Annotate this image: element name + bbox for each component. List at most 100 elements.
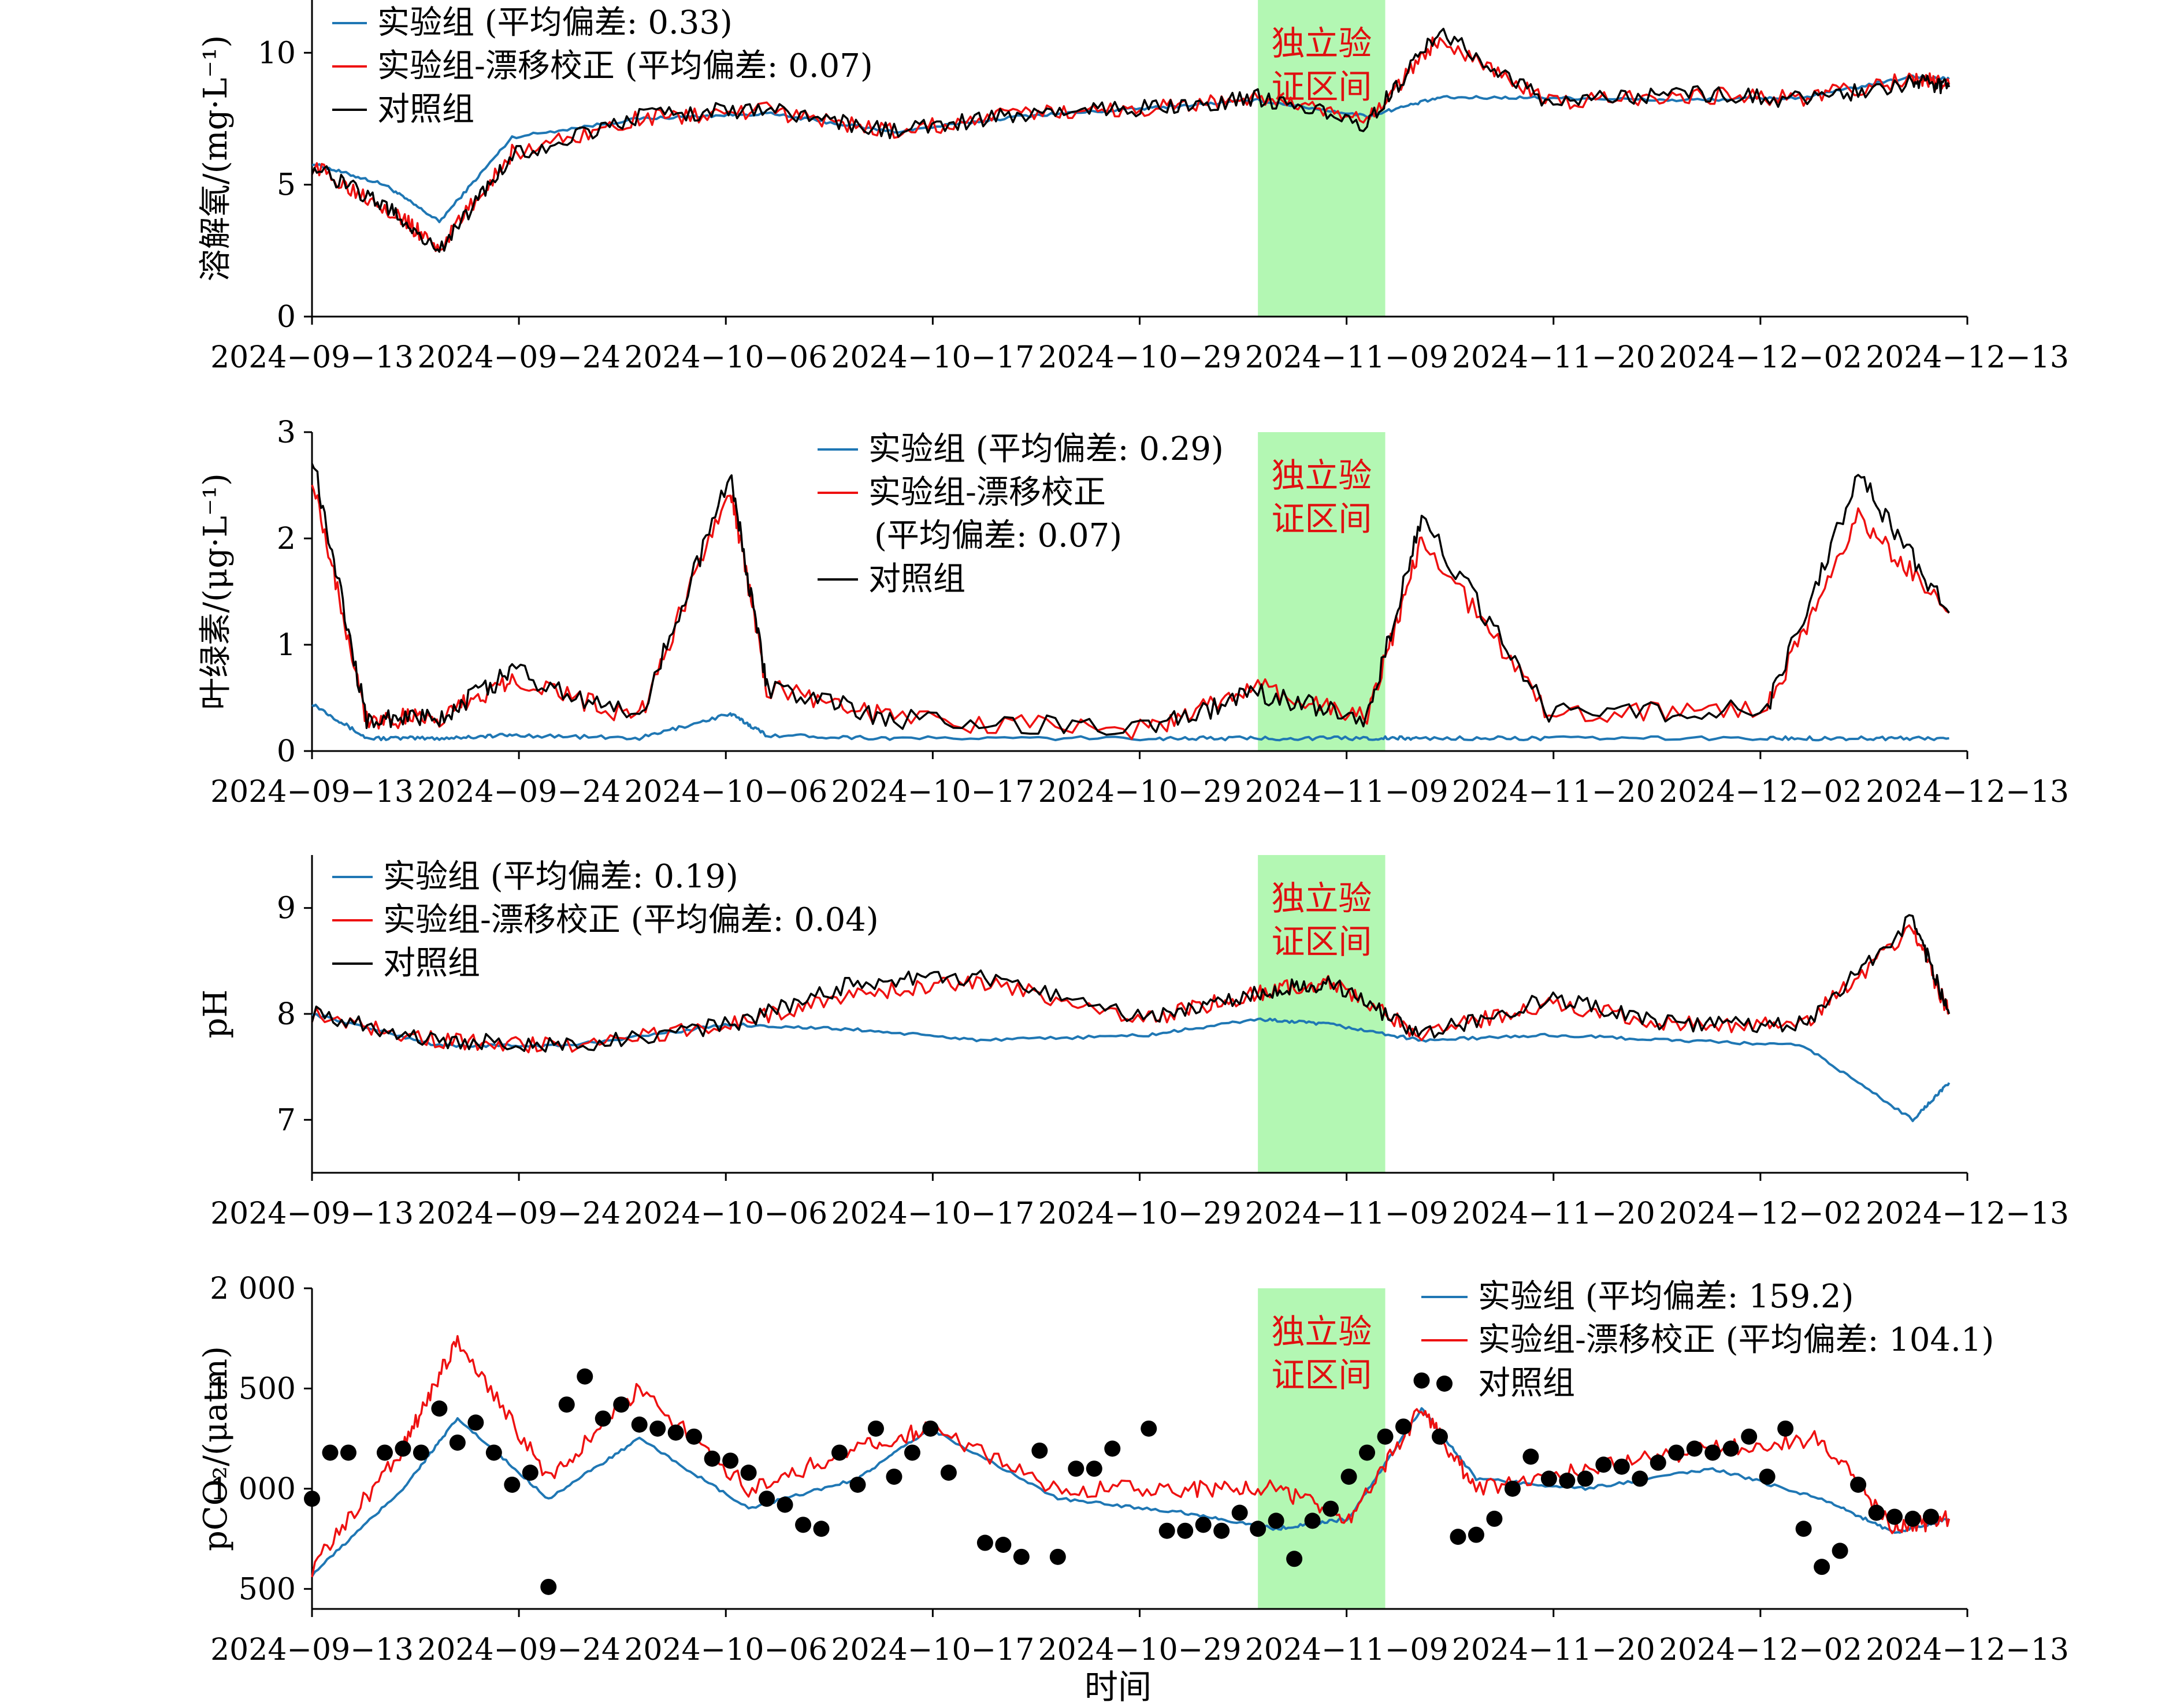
control-point [1522,1448,1539,1465]
control-point [922,1420,939,1437]
validation-label: 独立验 [1271,879,1372,918]
validation-label: 独立验 [1271,1312,1372,1351]
control-point [1395,1418,1412,1435]
validation-label: 证区间 [1271,499,1372,538]
validation-band [1258,0,1386,317]
y-axis-label: 叶绿素/(μg·L⁻¹) [197,473,235,710]
y-tick-label: 10 [258,36,296,70]
control-point [304,1491,320,1507]
legend-label: 对照组 [383,945,480,982]
x-tick-label: 2024−10−17 [831,1196,1034,1231]
y-tick-label: 2 000 [210,1272,296,1306]
control-point [1595,1456,1612,1473]
x-tick-label: 2024−09−24 [417,1633,621,1667]
x-tick-label: 2024−10−06 [624,1196,827,1231]
x-tick-label: 2024−10−17 [831,1633,1034,1667]
control-point [1431,1428,1448,1445]
x-tick-label: 2024−11−09 [1245,1196,1448,1231]
y-tick-label: 3 [277,415,296,450]
x-tick-label: 2024−11−09 [1245,1633,1448,1667]
x-tick-label: 2024−12−13 [1866,340,2069,375]
control-point [449,1434,466,1451]
control-point [1213,1522,1230,1539]
legend-label: 对照组 [868,560,965,598]
control-point [813,1521,830,1537]
y-tick-label: 0 [277,734,296,769]
x-tick-label: 2024−09−13 [210,340,414,375]
control-point [1340,1469,1357,1485]
control-point [976,1534,993,1551]
control-point [831,1444,848,1461]
control-point [1850,1476,1867,1493]
y-tick-label: 5 [277,168,296,203]
control-point [1450,1529,1466,1545]
legend-label: 对照组 [1478,1365,1575,1402]
control-point [631,1416,648,1433]
x-tick-label: 2024−10−06 [624,340,827,375]
control-point [1540,1470,1557,1487]
control-point [1741,1428,1758,1445]
x-tick-label: 2024−11−09 [1245,775,1448,809]
validation-label: 证区间 [1271,67,1372,106]
control-point [1359,1444,1376,1461]
validation-label: 独立验 [1271,24,1372,63]
x-tick-label: 2024−12−13 [1866,1196,2069,1231]
control-point [1049,1548,1066,1565]
control-point [1722,1440,1739,1457]
control-point [1777,1420,1794,1437]
legend-label: 实验组-漂移校正 (平均偏差: 104.1) [1478,1321,1994,1359]
control-point [577,1368,593,1385]
control-point [1504,1480,1521,1497]
control-point [1613,1458,1630,1475]
control-point [522,1465,538,1481]
x-tick-label: 2024−11−20 [1452,340,1655,375]
control-point [467,1414,484,1431]
control-point [940,1465,957,1481]
control-point [413,1444,429,1461]
y-axis-label: pH [197,990,235,1039]
x-tick-label: 2024−12−02 [1659,1196,1862,1231]
control-point [1377,1428,1394,1445]
legend-label: 对照组 [377,91,474,128]
series-line-0 [311,703,1949,742]
control-point [376,1444,393,1461]
legend-label: 实验组 (平均偏差: 0.33) [377,4,733,42]
y-axis-label: 溶解氧/(mg·L⁻¹) [197,35,235,282]
y-axis-label: pCO₂/(μatm) [197,1346,235,1551]
control-point [595,1410,611,1427]
series-line-0 [311,1407,1950,1577]
legend-label: (平均偏差: 0.07) [874,517,1122,555]
y-tick-label: 1 [277,628,296,663]
control-point [1668,1444,1685,1461]
control-point [1158,1522,1175,1539]
legend-label: 实验组 (平均偏差: 0.29) [868,430,1224,468]
control-point [1814,1559,1830,1575]
control-point [867,1420,884,1437]
control-point [1486,1510,1503,1527]
legend-swatch [1436,1376,1453,1392]
control-point [1195,1517,1212,1533]
x-tick-label: 2024−12−02 [1659,1633,1862,1667]
control-point [1468,1526,1484,1543]
series-line-1 [311,1335,1951,1578]
control-point [1650,1454,1666,1471]
control-point [1086,1460,1102,1477]
control-point [686,1428,703,1445]
validation-label: 证区间 [1271,922,1372,961]
control-point [759,1491,775,1507]
x-tick-label: 2024−09−24 [417,775,621,809]
control-point [558,1396,575,1413]
control-point [613,1396,630,1413]
control-point [795,1517,812,1533]
y-tick-label: 0 [277,300,296,334]
validation-band [1258,855,1386,1173]
series-line-1 [311,924,1950,1054]
control-point [667,1424,684,1441]
control-point [777,1496,793,1513]
x-tick-label: 2024−09−13 [210,1196,414,1231]
control-point [340,1444,356,1461]
control-point [904,1444,920,1461]
control-point [1868,1504,1885,1521]
